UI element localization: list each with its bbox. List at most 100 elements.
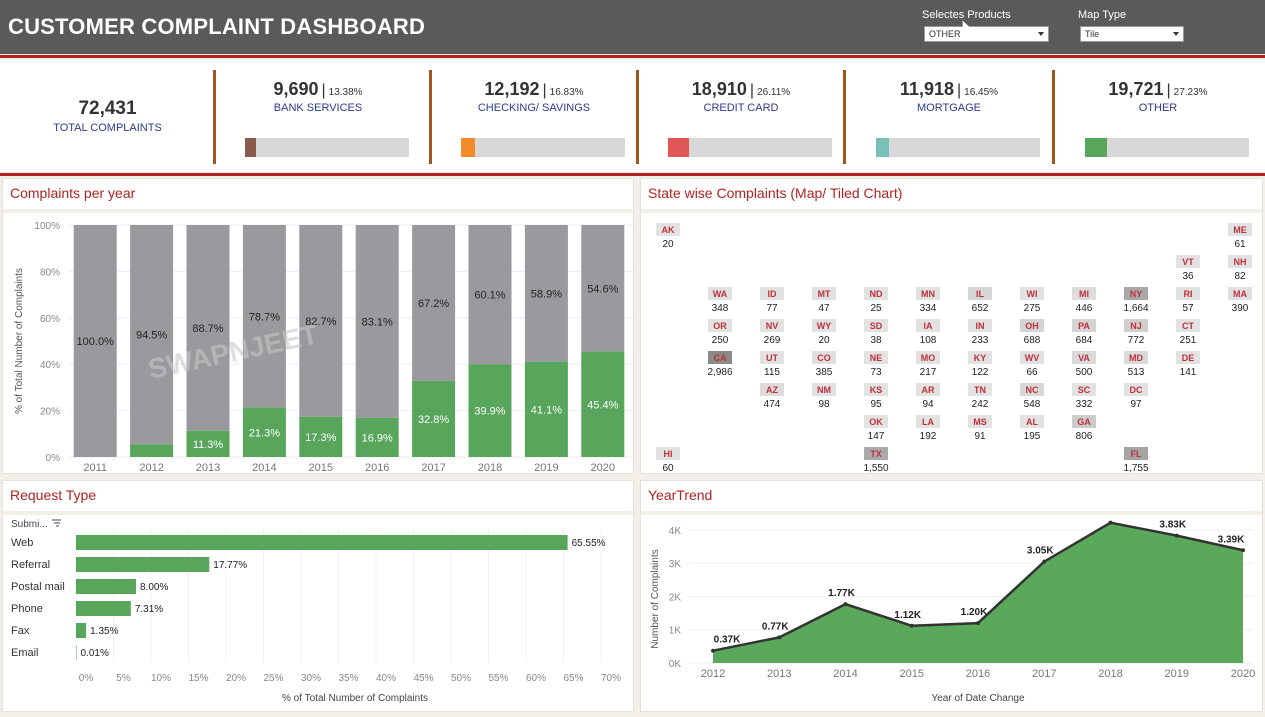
state-tile-il[interactable]: IL 652: [968, 287, 992, 314]
bar-segment-gray[interactable]: [468, 225, 512, 365]
state-value: 233: [972, 335, 989, 346]
state-tile-ct[interactable]: CT 251: [1176, 319, 1200, 346]
bar-segment-gray[interactable]: [581, 225, 625, 352]
bar-segment-gray[interactable]: [524, 225, 568, 362]
state-tile-co[interactable]: CO 385: [812, 351, 836, 378]
state-tile-nj[interactable]: NJ 772: [1124, 319, 1148, 346]
state-tile-ok[interactable]: OK 147: [864, 415, 888, 442]
trend-point[interactable]: [909, 623, 914, 628]
state-tile-vt[interactable]: VT 36: [1176, 255, 1200, 282]
bar-segment-green[interactable]: [524, 361, 568, 457]
state-tile-ks[interactable]: KS 95: [864, 383, 888, 410]
state-tile-ny[interactable]: NY 1,664: [1123, 287, 1149, 314]
state-tile-ak[interactable]: AK 20: [656, 223, 680, 250]
state-tile-hi[interactable]: HI 60: [656, 447, 680, 473]
bar-segment-gray[interactable]: [299, 225, 343, 417]
state-tile-id[interactable]: ID 77: [760, 287, 784, 314]
bar-segment-green[interactable]: [186, 430, 230, 457]
state-tile-wa[interactable]: WA 348: [708, 287, 732, 314]
state-tile-ut[interactable]: UT 115: [760, 351, 784, 378]
state-code: MI: [1079, 289, 1089, 299]
products-filter-select[interactable]: OTHER: [924, 26, 1049, 42]
state-tile-mt[interactable]: MT 47: [812, 287, 836, 314]
bar-segment-gray[interactable]: [355, 225, 399, 418]
state-tile-sd[interactable]: SD 38: [864, 319, 888, 346]
state-tile-ri[interactable]: RI 57: [1176, 287, 1200, 314]
bar-segment-green[interactable]: [130, 444, 174, 457]
state-tile-la[interactable]: LA 192: [916, 415, 940, 442]
state-tile-mn[interactable]: MN 334: [916, 287, 940, 314]
state-tile-me[interactable]: ME 61: [1228, 223, 1252, 250]
state-tile-mo[interactable]: MO 217: [916, 351, 940, 378]
trend-point[interactable]: [976, 621, 980, 626]
state-code: AR: [922, 385, 935, 395]
trend-point[interactable]: [777, 635, 782, 640]
state-tile-sc[interactable]: SC 332: [1072, 383, 1096, 410]
kpi-share-fill: [245, 138, 256, 157]
state-tile-ga[interactable]: GA 806: [1072, 415, 1096, 442]
state-tile-az[interactable]: AZ 474: [760, 383, 784, 410]
state-tile-tn[interactable]: TN 242: [968, 383, 992, 410]
state-tile-nv[interactable]: NV 269: [760, 319, 784, 346]
state-tile-ar[interactable]: AR 94: [916, 383, 940, 410]
bar[interactable]: [76, 557, 210, 572]
state-tile-bg: [916, 319, 940, 332]
bar-segment-gray[interactable]: [242, 225, 286, 408]
bar-segment-green[interactable]: [468, 364, 512, 457]
bar-segment-green[interactable]: [242, 407, 286, 457]
sort-icon[interactable]: [52, 519, 61, 527]
bar-segment-gray[interactable]: [130, 225, 174, 445]
state-tile-dc[interactable]: DC 97: [1124, 383, 1148, 410]
state-tile-al[interactable]: AL 195: [1020, 415, 1044, 442]
state-tile-ky[interactable]: KY 122: [968, 351, 992, 378]
state-value: 242: [972, 399, 989, 410]
x-tick-label: 60%: [526, 673, 546, 684]
bar[interactable]: [76, 645, 77, 660]
state-tile-ma[interactable]: MA 390: [1228, 287, 1252, 314]
bar[interactable]: [76, 623, 87, 638]
map-type-select[interactable]: Tile: [1080, 26, 1184, 42]
bar[interactable]: [76, 579, 136, 594]
bar[interactable]: [76, 535, 568, 550]
state-code: AK: [662, 225, 675, 235]
state-tile-in[interactable]: IN 233: [968, 319, 992, 346]
state-tile-mi[interactable]: MI 446: [1072, 287, 1096, 314]
state-tile-md[interactable]: MD 513: [1124, 351, 1148, 378]
kpi-separator: |: [542, 82, 547, 99]
state-tile-wv[interactable]: WV 66: [1020, 351, 1044, 378]
state-code: VT: [1182, 257, 1194, 267]
state-tile-ca[interactable]: CA 2,986: [707, 351, 733, 378]
state-tile-va[interactable]: VA 500: [1072, 351, 1096, 378]
state-tile-ms[interactable]: MS 91: [968, 415, 992, 442]
bar[interactable]: [76, 601, 131, 616]
state-tile-ne[interactable]: NE 73: [864, 351, 888, 378]
state-tile-nh[interactable]: NH 82: [1228, 255, 1252, 282]
trend-point[interactable]: [1241, 548, 1245, 553]
trend-point[interactable]: [843, 602, 848, 607]
state-tile-fl[interactable]: FL 1,755: [1123, 447, 1149, 473]
state-tile-de[interactable]: DE 141: [1176, 351, 1200, 378]
trend-point[interactable]: [1108, 520, 1113, 525]
state-tile-nd[interactable]: ND 25: [864, 287, 888, 314]
bar-label: 1.35%: [90, 626, 118, 637]
bar-segment-green[interactable]: [299, 416, 343, 457]
state-tile-nc[interactable]: NC 548: [1020, 383, 1044, 410]
bar-segment-gray[interactable]: [186, 225, 230, 431]
state-tile-oh[interactable]: OH 688: [1020, 319, 1044, 346]
state-tile-or[interactable]: OR 250: [708, 319, 732, 346]
bar-segment-green[interactable]: [581, 351, 625, 457]
trend-point[interactable]: [1174, 533, 1179, 538]
bar-segment-green[interactable]: [355, 417, 399, 457]
state-tile-ia[interactable]: IA 108: [916, 319, 940, 346]
state-tile-tx[interactable]: TX 1,550: [863, 447, 889, 473]
state-tile-nm[interactable]: NM 98: [812, 383, 836, 410]
state-tile-wi[interactable]: WI 275: [1020, 287, 1044, 314]
state-tile-wy[interactable]: WY 20: [812, 319, 836, 346]
bar-segment-gray[interactable]: [412, 225, 456, 381]
trend-point[interactable]: [1042, 559, 1047, 564]
state-code: CA: [714, 353, 727, 363]
trend-point[interactable]: [711, 648, 715, 653]
bar-segment-gray[interactable]: [73, 225, 117, 457]
bar-segment-green[interactable]: [412, 380, 456, 457]
state-tile-pa[interactable]: PA 684: [1072, 319, 1096, 346]
